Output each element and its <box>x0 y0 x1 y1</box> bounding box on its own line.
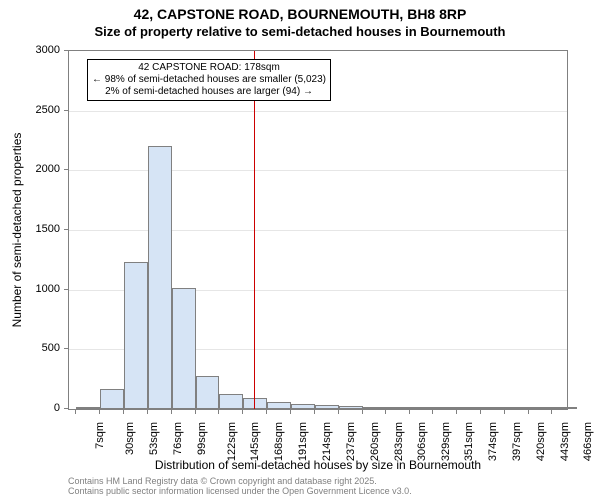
x-tick-mark <box>385 410 386 414</box>
x-tick-label: 237sqm <box>345 422 357 461</box>
histogram-bar <box>386 407 410 409</box>
y-tick-label: 1000 <box>36 283 64 295</box>
x-tick-mark <box>195 410 196 414</box>
histogram-bar <box>76 407 100 409</box>
x-tick-label: 374sqm <box>487 422 499 461</box>
annotation-line2: ← 98% of semi-detached houses are smalle… <box>92 74 326 86</box>
chart-container: 42, CAPSTONE ROAD, BOURNEMOUTH, BH8 8RP … <box>0 0 600 500</box>
y-axis-ticks: 050010001500200025003000 <box>0 50 64 410</box>
x-tick-label: 191sqm <box>297 422 309 461</box>
reference-line <box>254 51 255 409</box>
x-tick-label: 466sqm <box>583 422 595 461</box>
annotation-line1: 42 CAPSTONE ROAD: 178sqm <box>92 62 326 74</box>
title-line2: Size of property relative to semi-detach… <box>0 24 600 39</box>
plot-area: 42 CAPSTONE ROAD: 178sqm ← 98% of semi-d… <box>68 50 568 410</box>
footer-line1: Contains HM Land Registry data © Crown c… <box>68 476 568 486</box>
histogram-bar <box>219 394 243 410</box>
x-tick-mark <box>528 410 529 414</box>
x-tick-mark <box>266 410 267 414</box>
y-tick-label: 1500 <box>36 223 64 235</box>
x-tick-label: 99sqm <box>196 422 208 455</box>
histogram-bar <box>554 407 578 409</box>
x-tick-mark <box>314 410 315 414</box>
x-tick-label: 260sqm <box>369 422 381 461</box>
x-tick-mark <box>123 410 124 414</box>
histogram-bar <box>243 398 267 409</box>
x-tick-label: 214sqm <box>321 422 333 461</box>
histogram-bar <box>291 404 315 409</box>
x-tick-label: 7sqm <box>94 422 106 449</box>
histogram-bar <box>100 389 124 409</box>
histogram-bar <box>339 406 363 409</box>
histogram-bars <box>69 51 567 409</box>
histogram-bar <box>530 407 554 409</box>
x-tick-mark <box>75 410 76 414</box>
histogram-bar <box>148 146 172 409</box>
histogram-bar <box>506 407 530 409</box>
x-tick-mark <box>218 410 219 414</box>
x-axis-title: Distribution of semi-detached houses by … <box>68 458 568 472</box>
x-tick-label: 168sqm <box>273 422 285 461</box>
x-tick-mark <box>504 410 505 414</box>
histogram-bar <box>363 407 387 409</box>
x-tick-label: 145sqm <box>250 422 262 461</box>
histogram-bar <box>434 407 458 409</box>
x-tick-mark <box>480 410 481 414</box>
y-tick-label: 0 <box>54 402 64 414</box>
x-tick-mark <box>456 410 457 414</box>
x-tick-mark <box>171 410 172 414</box>
x-tick-mark <box>338 410 339 414</box>
histogram-bar <box>458 407 482 409</box>
x-tick-label: 53sqm <box>148 422 160 455</box>
x-tick-label: 329sqm <box>440 422 452 461</box>
x-tick-label: 283sqm <box>393 422 405 461</box>
histogram-bar <box>172 288 196 409</box>
x-tick-label: 30sqm <box>124 422 136 455</box>
y-tick-label: 3000 <box>36 44 64 56</box>
x-tick-mark <box>362 410 363 414</box>
annotation-box: 42 CAPSTONE ROAD: 178sqm ← 98% of semi-d… <box>87 59 331 101</box>
histogram-bar <box>124 262 148 409</box>
x-tick-label: 420sqm <box>535 422 547 461</box>
histogram-bar <box>482 407 506 409</box>
x-tick-mark <box>409 410 410 414</box>
x-tick-label: 306sqm <box>417 422 429 461</box>
x-tick-mark <box>290 410 291 414</box>
annotation-line3: 2% of semi-detached houses are larger (9… <box>92 86 326 98</box>
x-tick-mark <box>432 410 433 414</box>
histogram-bar <box>196 376 220 409</box>
title-block: 42, CAPSTONE ROAD, BOURNEMOUTH, BH8 8RP … <box>0 0 600 39</box>
x-tick-label: 443sqm <box>559 422 571 461</box>
x-tick-label: 351sqm <box>463 422 475 461</box>
y-tick-label: 500 <box>42 342 64 354</box>
x-tick-mark <box>242 410 243 414</box>
y-tick-label: 2000 <box>36 163 64 175</box>
footer: Contains HM Land Registry data © Crown c… <box>68 476 568 496</box>
x-tick-label: 122sqm <box>226 422 238 461</box>
x-tick-mark <box>99 410 100 414</box>
title-line1: 42, CAPSTONE ROAD, BOURNEMOUTH, BH8 8RP <box>0 6 600 22</box>
x-tick-label: 397sqm <box>511 422 523 461</box>
footer-line2: Contains public sector information licen… <box>68 486 568 496</box>
x-tick-label: 76sqm <box>172 422 184 455</box>
y-tick-label: 2500 <box>36 104 64 116</box>
histogram-bar <box>410 407 434 409</box>
x-tick-mark <box>147 410 148 414</box>
histogram-bar <box>315 405 339 409</box>
histogram-bar <box>267 402 291 409</box>
x-tick-mark <box>551 410 552 414</box>
